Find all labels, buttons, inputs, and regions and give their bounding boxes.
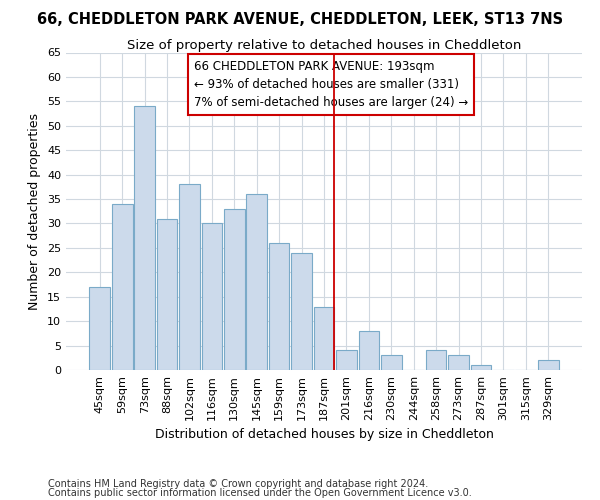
Bar [314, 306, 334, 370]
Bar [336, 350, 357, 370]
Bar [157, 218, 178, 370]
Bar [224, 209, 245, 370]
Text: 66, CHEDDLETON PARK AVENUE, CHEDDLETON, LEEK, ST13 7NS: 66, CHEDDLETON PARK AVENUE, CHEDDLETON, … [37, 12, 563, 28]
Bar [134, 106, 155, 370]
Bar [448, 356, 469, 370]
Bar [291, 253, 312, 370]
Bar [470, 365, 491, 370]
Bar [426, 350, 446, 370]
Text: Contains HM Land Registry data © Crown copyright and database right 2024.: Contains HM Land Registry data © Crown c… [48, 479, 428, 489]
Text: Contains public sector information licensed under the Open Government Licence v3: Contains public sector information licen… [48, 488, 472, 498]
Bar [202, 224, 222, 370]
X-axis label: Distribution of detached houses by size in Cheddleton: Distribution of detached houses by size … [155, 428, 493, 442]
Y-axis label: Number of detached properties: Number of detached properties [28, 113, 41, 310]
Bar [359, 331, 379, 370]
Title: Size of property relative to detached houses in Cheddleton: Size of property relative to detached ho… [127, 40, 521, 52]
Bar [112, 204, 133, 370]
Bar [269, 243, 289, 370]
Text: 66 CHEDDLETON PARK AVENUE: 193sqm
← 93% of detached houses are smaller (331)
7% : 66 CHEDDLETON PARK AVENUE: 193sqm ← 93% … [194, 60, 468, 109]
Bar [247, 194, 267, 370]
Bar [89, 287, 110, 370]
Bar [381, 356, 401, 370]
Bar [538, 360, 559, 370]
Bar [179, 184, 200, 370]
